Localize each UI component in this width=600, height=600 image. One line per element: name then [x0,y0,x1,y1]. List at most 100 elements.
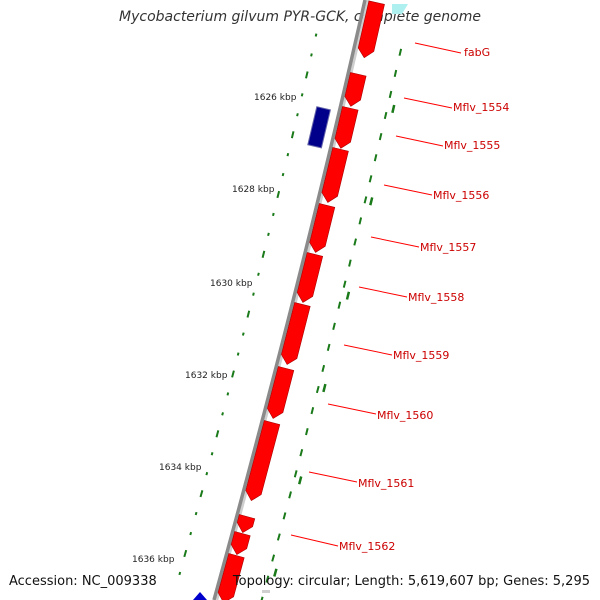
gc-tick [321,364,326,373]
gc-tick [342,280,347,288]
gene-label-mflv-1556[interactable]: Mflv_1556 [433,189,489,202]
gc-tick [205,471,209,476]
map-title: Mycobacterium gilvum PYR-GCK, complete g… [119,9,481,25]
label-leader-line [403,97,453,109]
gc-tick [281,172,285,177]
gc-tick [332,322,336,330]
minor-feature [262,590,270,593]
gc-tick [260,596,264,600]
gene-label-mflv-1561[interactable]: Mflv_1561 [358,477,414,490]
gc-tick [265,575,270,583]
gc-tick [305,71,309,79]
topology-text: Topology: circular; Length: 5,619,607 bp… [232,574,590,589]
genome-backbone [212,0,367,600]
label-leader-line [370,236,420,248]
gc-tick [363,196,368,204]
gc-tick [293,470,298,478]
gene-arrow[interactable] [267,366,295,419]
gene-label-mflv-1554[interactable]: Mflv_1554 [453,101,509,114]
gene-arrow-highlight[interactable] [307,106,332,149]
label-leader-line [414,42,462,54]
gc-tick [290,131,295,139]
gc-tick [252,292,255,296]
gene-arrow[interactable] [357,0,385,59]
gc-tick [373,154,378,162]
gene-arrow[interactable] [296,252,324,303]
gene-arrow[interactable] [309,203,336,253]
gene-track [193,0,408,600]
gc-tick [337,301,342,309]
rna-feature[interactable] [392,4,408,14]
label-leader-line [395,135,444,147]
ruler-tick [345,291,351,300]
label-leader-line [383,184,433,196]
gc-tick [267,232,270,237]
gc-tick [271,554,276,562]
gene-labels: fabG Mflv_1554 Mflv_1555 Mflv_1556 Mflv_… [290,42,509,553]
gene-label-mflv-1560[interactable]: Mflv_1560 [377,409,433,422]
gene-label-mflv-1558[interactable]: Mflv_1558 [408,291,464,304]
ruler-tick [297,476,303,485]
gene-label-mflv-1562[interactable]: Mflv_1562 [339,540,395,553]
gc-tick [286,152,290,157]
gene-arrow[interactable] [344,72,367,107]
tick-label: 1628 kbp [232,185,275,195]
gc-tick [215,430,220,438]
gene-arrow[interactable] [334,106,359,149]
ruler-tick [273,568,278,577]
label-leader-line [327,403,377,415]
label-leader-line [308,471,358,483]
gc-tick [326,343,331,352]
ruler-tick [369,197,374,206]
gene-arrow-reverse[interactable] [193,592,207,600]
gene-arrow[interactable] [245,420,281,502]
gene-label-mflv-1559[interactable]: Mflv_1559 [393,349,449,362]
label-leader-line [343,344,393,356]
gc-tick [353,238,357,246]
gc-tick [272,212,275,217]
gene-arrow[interactable] [236,514,256,534]
gc-track [178,33,403,600]
ruler: 1626 kbp 1628 kbp 1630 kbp 1632 kbp 1634… [132,93,396,577]
gc-tick [315,385,320,394]
gc-tick [194,511,198,516]
gc-tick [236,352,240,356]
gc-tick [189,531,193,536]
gc-tick [305,428,309,436]
gc-tick [348,259,352,267]
accession-text: Accession: NC_009338 [9,574,157,589]
tick-label: 1626 kbp [254,93,297,103]
gc-tick [261,250,266,258]
gc-tick [358,217,363,225]
gc-tick [282,512,287,520]
gc-tick [314,33,318,37]
gc-tick [310,53,313,57]
gc-tick [183,549,188,558]
gene-label-fabg[interactable]: fabG [464,46,490,59]
gc-tick [246,310,251,318]
gc-tick [299,449,304,457]
gc-tick [398,48,403,56]
ruler-tick [391,104,396,114]
gc-tick [276,533,281,541]
gc-tick [210,452,214,456]
gene-label-mflv-1555[interactable]: Mflv_1555 [444,139,500,152]
gc-tick [300,93,304,97]
gc-tick [288,491,292,499]
gene-arrow[interactable] [230,531,251,556]
gc-tick [199,490,204,498]
gc-tick [388,90,393,99]
tick-label: 1632 kbp [185,371,228,381]
gc-tick [393,69,398,78]
gc-tick [378,132,383,141]
gc-tick [310,406,315,415]
gc-tick [368,175,373,183]
gene-arrow[interactable] [281,302,311,365]
gc-tick [178,571,182,576]
gc-tick [296,113,299,117]
label-leader-line [290,534,339,547]
gene-arrow[interactable] [321,147,349,203]
gc-tick [231,370,235,378]
tick-label: 1634 kbp [159,463,202,473]
gene-label-mflv-1557[interactable]: Mflv_1557 [420,241,476,254]
